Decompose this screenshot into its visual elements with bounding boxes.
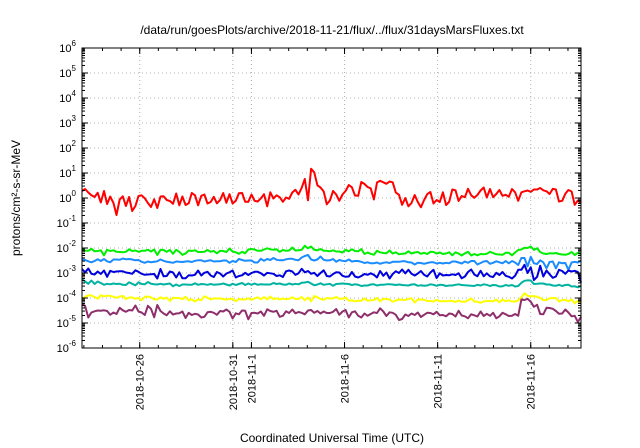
y-tick-label: 105 xyxy=(59,64,76,80)
chart-title: /data/run/goesPlots/archive/2018-11-21/f… xyxy=(140,23,524,37)
series-line-2 xyxy=(81,244,582,257)
x-tick-label: 2018-10-31 xyxy=(228,354,240,410)
y-axis-label: protons/cm²-s-sr-MeV xyxy=(9,140,23,256)
y-tick-label: 10-1 xyxy=(57,214,77,230)
series-line-5 xyxy=(81,278,582,289)
y-axis: 10-6 10-5 10-4 10-3 10-2 10-1 100 101 102 103 104 1… xyxy=(57,39,581,355)
y-tick-label: 106 xyxy=(59,39,76,55)
y-tick-label: 10-2 xyxy=(57,239,77,255)
y-tick-label: 10-6 xyxy=(57,339,77,355)
series-line-4 xyxy=(81,263,582,283)
series-line-6 xyxy=(81,292,582,305)
series-line-1 xyxy=(81,167,582,216)
y-tick-label: 10-4 xyxy=(57,289,77,305)
y-tick-label: 100 xyxy=(59,189,76,205)
series-group xyxy=(81,167,582,323)
series-line-3 xyxy=(81,254,582,271)
y-tick-label: 10-3 xyxy=(57,264,77,280)
x-tick-label: 2018-10-26 xyxy=(135,354,147,410)
y-tick-label: 103 xyxy=(59,114,76,130)
x-tick-label: 2018-11-6 xyxy=(340,354,352,403)
x-tick-label: 2018-11-11 xyxy=(433,354,445,409)
x-tick-label: 2018-11-16 xyxy=(526,354,538,409)
x-axis-label: Coordinated Universal Time (UTC) xyxy=(240,431,424,445)
y-tick-label: 101 xyxy=(59,164,76,180)
x-axis: 2018-10-26 2018-10-31 2018-11-1 2018-11-6 20… xyxy=(83,48,569,410)
y-tick-label: 104 xyxy=(59,89,76,105)
y-tick-label: 10-5 xyxy=(57,314,77,330)
y-tick-label: 102 xyxy=(59,139,76,155)
x-tick-label: 2018-11-1 xyxy=(246,354,258,403)
series-line-7 xyxy=(81,297,582,323)
